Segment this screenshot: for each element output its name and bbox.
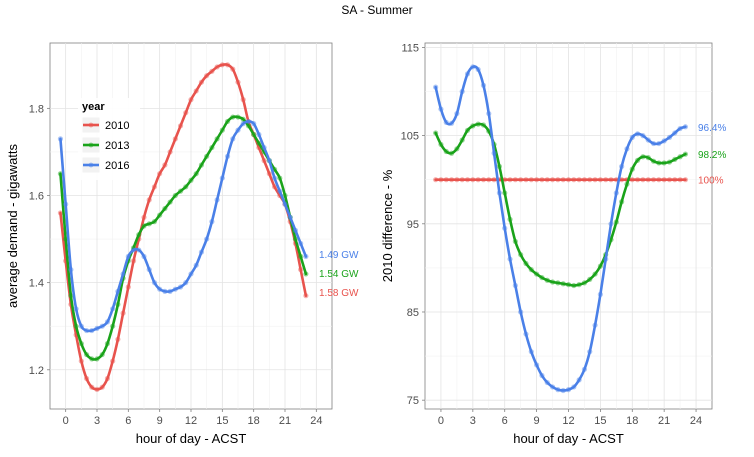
y-tick-label: 105 (401, 131, 419, 143)
chart-title: SA - Summer (341, 3, 412, 17)
x-tick-label: 15 (594, 415, 606, 427)
end-label-2013: 98.2% (698, 150, 726, 161)
x-tick-label: 24 (310, 415, 322, 427)
legend-title: year (82, 101, 105, 113)
end-label-2016: 1.49 GW (319, 250, 359, 261)
x-tick-label: 3 (470, 415, 476, 427)
series-2016: 96.4% (433, 64, 726, 394)
series-2013: 98.2% (433, 121, 726, 289)
x-tick-label: 21 (658, 415, 670, 427)
end-label-2013: 1.54 GW (319, 269, 359, 280)
x-tick-label: 0 (63, 415, 69, 427)
x-tick-label: 3 (94, 415, 100, 427)
grid (425, 43, 712, 409)
y-tick-label: 1.2 (29, 365, 44, 377)
x-tick-label: 9 (157, 415, 163, 427)
x-tick-label: 12 (185, 415, 197, 427)
x-tick-label: 21 (279, 415, 291, 427)
end-label-2010: 100% (698, 176, 724, 187)
x-tick-label: 18 (626, 415, 638, 427)
x-tick-label: 6 (125, 415, 131, 427)
panel-1: 0 3 6 9 12 15 18 21 24 1.2 1.4 1.6 1.8 hour of day - … (5, 42, 359, 446)
y-axis-title: average demand - gigawatts (5, 143, 20, 308)
legend-label-2010: 2010 (105, 120, 129, 132)
x-tick-label: 9 (534, 415, 540, 427)
y-tick-label: 85 (407, 307, 419, 319)
x-tick-label: 6 (502, 415, 508, 427)
x-tick-label: 15 (216, 415, 228, 427)
y-tick-label: 1.4 (29, 278, 44, 290)
x-axis-title: hour of day - ACST (513, 431, 624, 446)
y-tick-label: 95 (407, 219, 419, 231)
y-tick-label: 75 (407, 395, 419, 407)
x-tick-label: 12 (562, 415, 574, 427)
legend-key-point-2016 (88, 162, 94, 168)
y-tick-label: 115 (401, 42, 419, 54)
legend-label-2016: 2016 (105, 160, 129, 172)
series-line-2010 (59, 63, 308, 391)
x-tick-label: 18 (248, 415, 260, 427)
x-tick-label: 24 (690, 415, 702, 427)
legend-label-2013: 2013 (105, 140, 129, 152)
legend-key-point-2013 (88, 142, 94, 148)
end-label-2010: 1.58 GW (319, 288, 359, 299)
x-tick-label: 0 (438, 415, 444, 427)
series-2016: 1.49 GW (57, 118, 359, 334)
y-tick-label: 1.6 (29, 191, 44, 203)
y-axis-title: 2010 difference - % (380, 169, 395, 282)
legend-key-point-2010 (88, 122, 94, 128)
panel-2: 0 3 6 9 12 15 18 21 24 75 85 95 105 115 hour of day - … (380, 42, 726, 446)
series-line-2013 (59, 115, 308, 361)
end-label-2016: 96.4% (698, 123, 726, 134)
series-line-2016 (59, 120, 308, 333)
series-line-2016 (434, 65, 687, 392)
series-line-2013 (434, 122, 687, 287)
x-axis-title: hour of day - ACST (136, 431, 247, 446)
y-tick-label: 1.8 (29, 103, 44, 115)
